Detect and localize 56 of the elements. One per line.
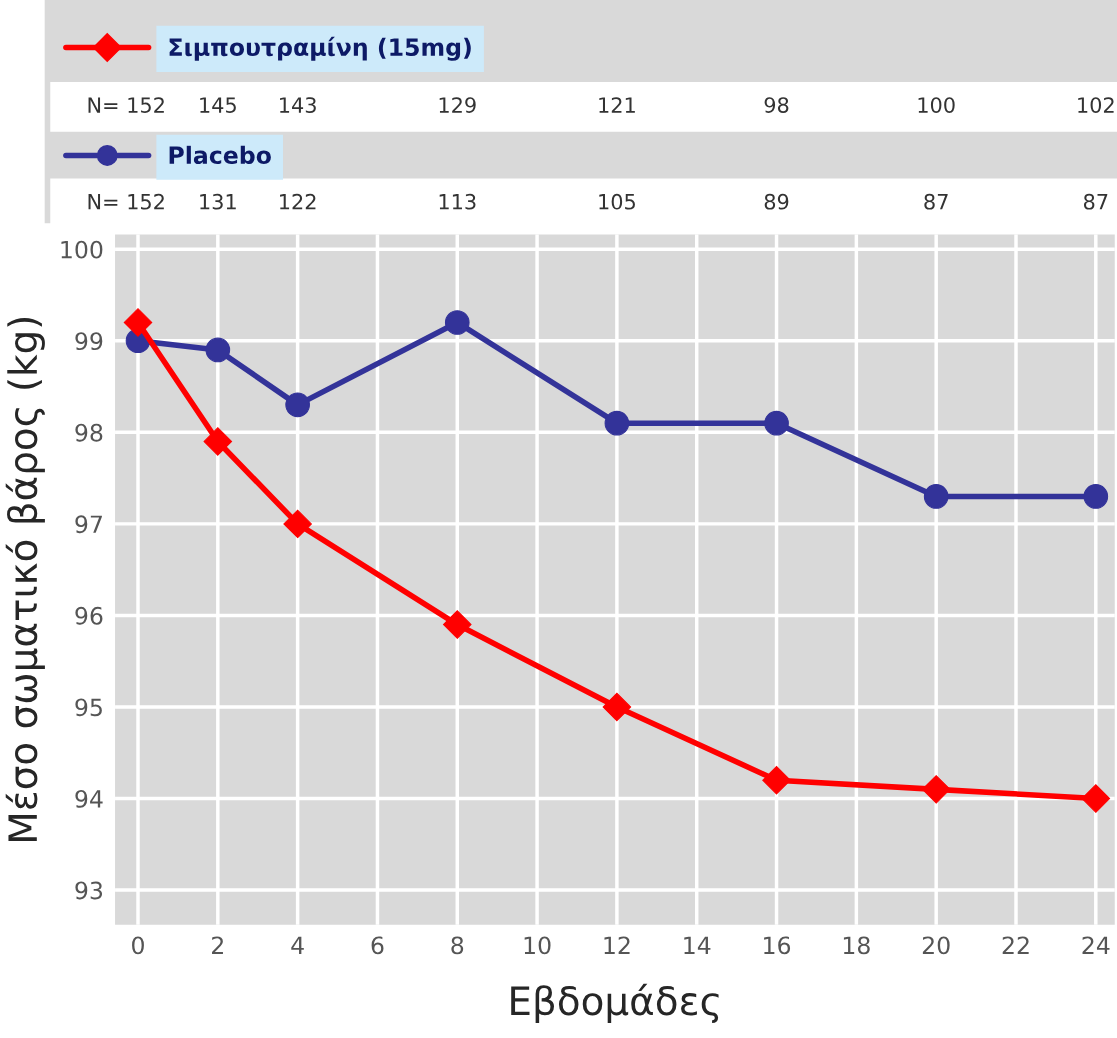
point xyxy=(762,765,791,795)
text: N= 152 xyxy=(88,193,164,210)
point xyxy=(1083,484,1109,509)
point xyxy=(1081,784,1111,813)
point xyxy=(285,392,310,418)
x-tick-label: 8 xyxy=(451,936,464,955)
x-tick-label: 14 xyxy=(684,936,711,954)
point xyxy=(602,692,632,722)
x-axis-title: Εβδομάδες xyxy=(511,983,719,1024)
text: 145 xyxy=(200,97,236,113)
point xyxy=(205,337,231,363)
x-tick-label: 12 xyxy=(604,936,630,954)
point xyxy=(443,610,472,639)
text: 87 xyxy=(924,193,948,210)
point xyxy=(923,484,949,509)
x-tick-label: 10 xyxy=(524,936,551,955)
text: N= 152 xyxy=(88,97,164,113)
x-tick-label: 2 xyxy=(212,936,223,954)
x-tick-label: 4 xyxy=(291,936,304,954)
y-tick-label: 97 xyxy=(75,515,102,534)
text: 87 xyxy=(1083,193,1108,210)
x-tick-label: 18 xyxy=(843,936,870,955)
x-tick-label: 24 xyxy=(1082,936,1110,954)
point xyxy=(283,509,312,539)
text: 131 xyxy=(200,193,236,210)
y-tick-label: 94 xyxy=(75,789,103,808)
y-tick-label: 99 xyxy=(75,332,103,351)
x-tick-label: 16 xyxy=(764,936,791,955)
x-tick-label: 20 xyxy=(922,936,950,955)
legend-label: Placebo xyxy=(169,145,271,165)
x-tick-label: 0 xyxy=(132,936,144,955)
text: 98 xyxy=(764,97,789,113)
text: 122 xyxy=(280,193,316,210)
point xyxy=(604,410,630,436)
text: 100 xyxy=(918,97,955,113)
y-axis-title: Μέσο σωματικό βάρος (kg) xyxy=(5,317,45,842)
point xyxy=(921,775,951,804)
x-tick-label: 22 xyxy=(1002,936,1029,954)
point xyxy=(444,310,470,335)
text: 121 xyxy=(599,97,635,113)
point xyxy=(203,427,233,456)
y-tick-label: 100 xyxy=(61,240,103,259)
y-tick-label: 98 xyxy=(75,423,103,442)
text: 105 xyxy=(599,193,635,210)
point xyxy=(123,308,153,337)
y-tick-label: 93 xyxy=(75,881,103,900)
x-tick-label: 6 xyxy=(371,936,384,955)
text: 89 xyxy=(764,193,789,210)
legend-label: Σιμπουτραμίνη (15mg) xyxy=(169,36,471,61)
text: 143 xyxy=(280,97,316,113)
text: 102 xyxy=(1078,97,1114,113)
y-tick-label: 95 xyxy=(75,698,102,717)
text: 129 xyxy=(439,97,476,113)
point xyxy=(764,410,789,436)
y-tick-label: 96 xyxy=(75,606,103,625)
text: 113 xyxy=(439,193,476,210)
